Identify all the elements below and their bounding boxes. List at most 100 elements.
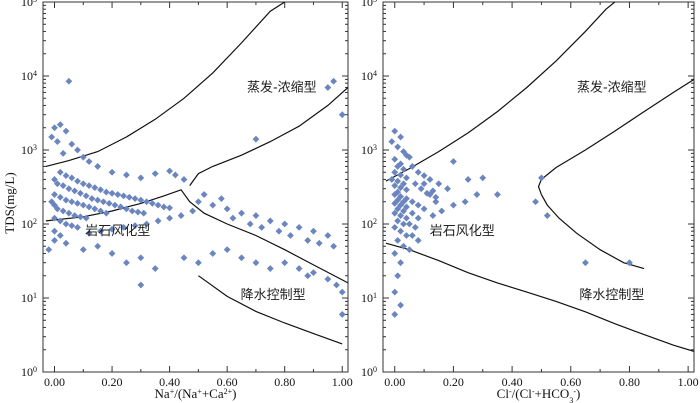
data-point <box>45 246 53 254</box>
data-point <box>217 195 225 203</box>
data-point <box>406 220 413 228</box>
data-point <box>120 192 127 200</box>
y-tick-label: 100 <box>21 365 37 380</box>
y-tick-label: 103 <box>21 143 37 158</box>
data-point <box>338 111 346 119</box>
data-point <box>397 227 405 235</box>
x-tick-label: 1.00 <box>678 375 699 389</box>
data-point <box>432 198 440 206</box>
data-point <box>626 259 633 267</box>
boundary-curve-outer <box>189 87 348 186</box>
data-point <box>171 171 179 179</box>
data-point <box>391 168 399 176</box>
data-point <box>266 217 274 225</box>
data-point <box>258 223 266 231</box>
data-point <box>406 153 413 161</box>
data-point <box>88 195 96 203</box>
annotation-evaporation: 蒸发-浓缩型 <box>247 79 317 95</box>
data-point <box>397 301 405 309</box>
data-point <box>120 223 127 231</box>
data-point <box>338 288 346 296</box>
data-point <box>582 259 589 267</box>
data-point <box>128 207 136 215</box>
data-point <box>414 237 422 244</box>
data-point <box>151 265 159 272</box>
x-axis-label: Cl-/(Cl-+HCO3-) <box>497 386 581 403</box>
data-point <box>102 188 110 196</box>
data-point <box>68 174 76 182</box>
data-point <box>71 187 79 195</box>
data-point <box>252 259 260 267</box>
data-point <box>71 212 79 219</box>
data-point <box>494 191 501 198</box>
data-point <box>97 186 104 194</box>
data-point <box>209 201 217 209</box>
data-point <box>403 214 410 222</box>
data-point <box>148 199 156 207</box>
data-point <box>287 232 294 239</box>
boundary-curve-upper <box>385 2 616 182</box>
data-point <box>51 191 58 198</box>
data-point <box>473 191 481 198</box>
data-point <box>414 168 422 176</box>
data-point <box>388 176 396 183</box>
boundary-curve-outer <box>537 78 694 195</box>
x-tick-label: 0.20 <box>102 375 123 389</box>
data-point <box>324 84 332 91</box>
data-point <box>394 163 402 170</box>
data-point <box>123 205 130 213</box>
annotation-precipitation: 降水控制型 <box>241 288 306 303</box>
data-point <box>97 207 104 215</box>
data-point <box>180 176 188 183</box>
data-point <box>166 204 174 212</box>
data-point <box>391 155 399 163</box>
data-point <box>51 176 58 183</box>
data-point <box>338 311 346 318</box>
data-point <box>131 195 139 203</box>
data-point <box>189 207 197 215</box>
data-point <box>111 201 119 209</box>
data-point <box>400 165 407 173</box>
data-point <box>56 232 64 239</box>
data-point <box>324 275 332 283</box>
data-point <box>479 174 487 182</box>
data-point <box>408 209 416 217</box>
data-point <box>85 158 93 165</box>
data-point <box>79 180 87 188</box>
data-point <box>74 177 81 185</box>
data-point <box>59 182 67 190</box>
data-point <box>397 259 405 267</box>
data-point <box>252 135 260 143</box>
data-point <box>400 242 407 250</box>
data-point <box>82 214 90 222</box>
data-point <box>194 198 202 206</box>
data-point <box>137 174 145 182</box>
y-tick-label: 101 <box>21 291 37 306</box>
data-point <box>304 272 312 280</box>
x-tick-label: 0.00 <box>44 375 65 389</box>
data-point <box>166 214 174 222</box>
data-point <box>68 140 76 148</box>
data-point <box>53 205 61 213</box>
data-point <box>140 209 148 217</box>
data-point <box>108 168 116 176</box>
data-point <box>114 191 122 198</box>
data-point <box>51 214 58 222</box>
data-point <box>417 185 425 193</box>
data-point <box>435 180 443 188</box>
data-point <box>79 153 87 161</box>
data-point <box>105 199 113 207</box>
data-point <box>154 217 162 225</box>
x-tick-label: 1.00 <box>332 375 353 389</box>
data-point <box>53 180 61 188</box>
data-point <box>51 124 58 132</box>
data-point <box>143 220 150 228</box>
data-point <box>411 180 419 188</box>
data-point <box>532 198 539 206</box>
data-points <box>45 77 346 318</box>
data-point <box>394 272 402 280</box>
data-point <box>123 171 130 179</box>
x-tick-label: 0.40 <box>159 375 180 389</box>
data-point <box>91 205 99 213</box>
data-point <box>394 217 402 225</box>
